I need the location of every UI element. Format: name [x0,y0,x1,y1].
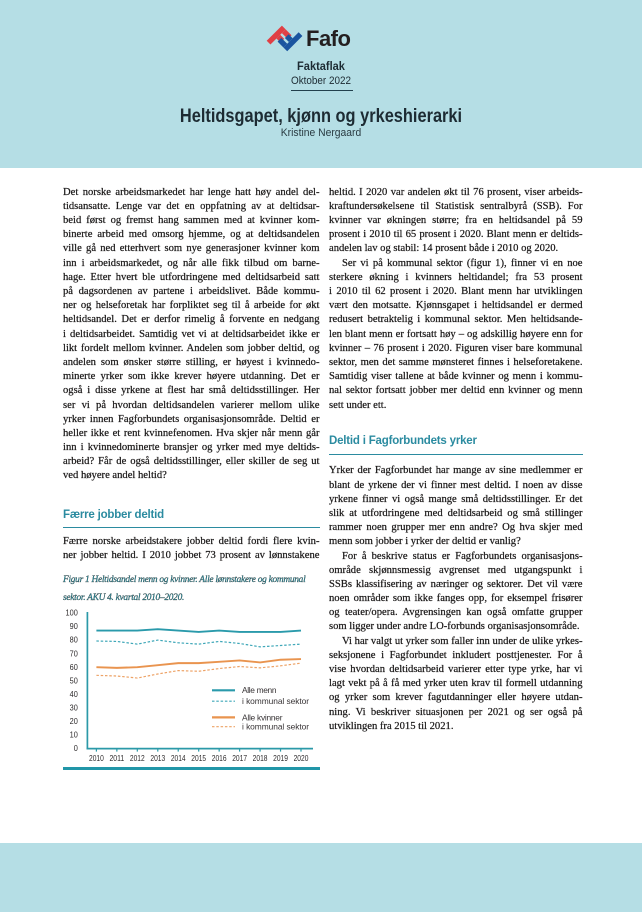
svg-text:Alle menn: Alle menn [242,685,277,695]
svg-text:30: 30 [70,703,78,713]
svg-text:10: 10 [70,730,78,740]
svg-text:2010: 2010 [89,753,104,763]
svg-text:2016: 2016 [212,753,227,763]
svg-text:20: 20 [70,716,78,726]
svg-text:70: 70 [70,648,78,658]
svg-text:0: 0 [74,743,78,753]
svg-text:60: 60 [70,662,78,672]
svg-text:2017: 2017 [232,753,247,763]
svg-text:90: 90 [70,621,78,631]
svg-text:100: 100 [66,608,78,618]
svg-text:2012: 2012 [130,753,145,763]
svg-text:2011: 2011 [109,753,124,763]
svg-text:2018: 2018 [253,753,268,763]
svg-text:i kommunal sektor: i kommunal sektor [242,696,309,706]
svg-text:2014: 2014 [171,753,186,763]
svg-text:2013: 2013 [150,753,165,763]
svg-text:2015: 2015 [191,753,206,763]
svg-text:2019: 2019 [273,753,288,763]
svg-text:80: 80 [70,635,78,645]
svg-text:Alle kvinner: Alle kvinner [242,712,283,722]
svg-text:40: 40 [70,689,78,699]
svg-text:50: 50 [70,675,78,685]
svg-text:2020: 2020 [294,753,309,763]
svg-text:i kommunal sektor: i kommunal sektor [242,722,309,732]
